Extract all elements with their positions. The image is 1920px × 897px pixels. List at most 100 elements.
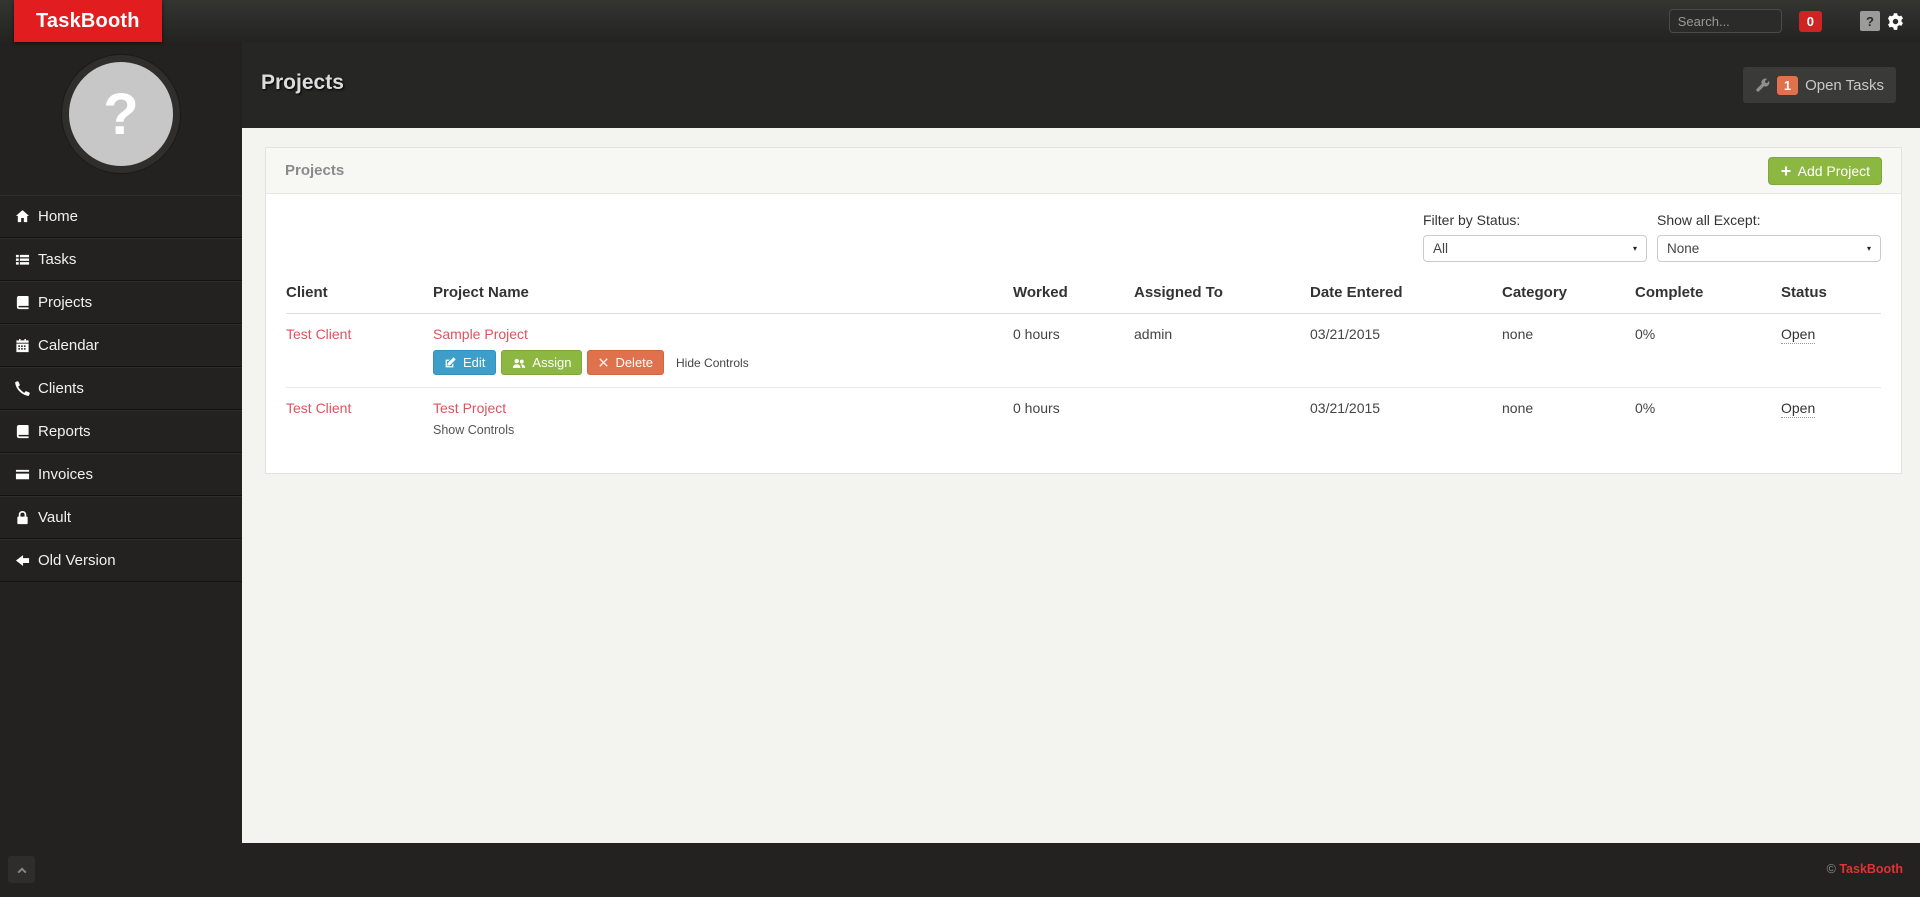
wrench-icon <box>1755 78 1770 93</box>
users-icon <box>512 356 526 370</box>
sidebar-item-clients[interactable]: Clients <box>0 367 242 410</box>
search-input[interactable] <box>1668 9 1782 33</box>
book-icon <box>15 295 30 310</box>
projects-table: Client Project Name Worked Assigned To D… <box>286 274 1881 449</box>
open-tasks-label: Open Tasks <box>1805 76 1884 94</box>
col-project-name: Project Name <box>433 284 529 301</box>
assigned-to-cell <box>1134 388 1310 450</box>
panel-title: Projects <box>285 162 345 179</box>
sidebar: ? Home Tasks Projects Calendar Clients R… <box>0 42 242 843</box>
filter-by-status-group: Filter by Status: All ▾ <box>1423 212 1647 262</box>
page-title: Projects <box>261 71 344 94</box>
pencil-square-icon <box>444 356 457 369</box>
topbar-actions: 0 ? <box>1668 0 1905 42</box>
caret-down-icon: ▾ <box>1866 244 1871 253</box>
assign-label: Assign <box>532 355 572 370</box>
page-header: Projects 1 Open Tasks <box>242 42 1920 128</box>
credit-card-icon <box>15 467 30 482</box>
sidebar-item-vault[interactable]: Vault <box>0 496 242 539</box>
main-content: Projects Add Project Filter by Status: A… <box>242 128 1920 843</box>
project-link[interactable]: Sample Project <box>433 326 528 342</box>
sidebar-item-label: Home <box>38 208 79 225</box>
worked-cell: 0 hours <box>1013 400 1060 416</box>
footer-brand-link[interactable]: TaskBooth <box>1839 862 1903 876</box>
status-filter-select[interactable]: All ▾ <box>1423 235 1647 262</box>
col-category: Category <box>1502 284 1568 301</box>
open-tasks-count-badge: 1 <box>1776 75 1799 95</box>
scroll-to-top-button[interactable] <box>8 856 35 883</box>
sidebar-item-label: Vault <box>38 509 72 526</box>
arrow-left-icon <box>15 553 30 568</box>
table-header-row: Client Project Name Worked Assigned To D… <box>286 274 1881 314</box>
project-link[interactable]: Test Project <box>433 400 507 416</box>
assign-button[interactable]: Assign <box>501 350 583 375</box>
edit-label: Edit <box>463 355 486 370</box>
client-link[interactable]: Test Client <box>286 400 352 416</box>
sidebar-item-calendar[interactable]: Calendar <box>0 324 242 367</box>
gear-icon[interactable] <box>1886 12 1905 31</box>
chevron-up-icon <box>16 864 28 876</box>
status-link[interactable]: Open <box>1781 400 1816 418</box>
top-bar: TaskBooth 0 ? <box>0 0 1920 42</box>
except-filter-select[interactable]: None ▾ <box>1657 235 1881 262</box>
client-link[interactable]: Test Client <box>286 326 352 342</box>
sidebar-item-label: Clients <box>38 380 84 397</box>
sidebar-item-invoices[interactable]: Invoices <box>0 453 242 496</box>
panel-body: Filter by Status: All ▾ Show all Except:… <box>266 212 1901 473</box>
col-assigned-to: Assigned To <box>1134 284 1223 301</box>
notification-count-badge[interactable]: 0 <box>1798 10 1822 32</box>
copyright-symbol: © <box>1826 862 1836 876</box>
delete-label: Delete <box>615 355 654 370</box>
sidebar-menu: Home Tasks Projects Calendar Clients Rep… <box>0 195 242 582</box>
show-all-except-group: Show all Except: None ▾ <box>1657 212 1881 262</box>
sidebar-item-label: Projects <box>38 294 93 311</box>
calendar-icon <box>15 338 30 353</box>
app-logo[interactable]: TaskBooth <box>14 0 162 42</box>
help-icon[interactable]: ? <box>1860 11 1880 31</box>
assigned-to-cell: admin <box>1134 326 1173 342</box>
category-cell: none <box>1502 400 1534 416</box>
add-project-label: Add Project <box>1797 162 1870 179</box>
status-filter-value: All <box>1433 241 1449 256</box>
row-controls: Edit Assign Delete Hide C <box>433 350 1013 375</box>
col-date-entered: Date Entered <box>1310 284 1403 301</box>
status-link[interactable]: Open <box>1781 326 1816 344</box>
sidebar-item-label: Reports <box>38 423 91 440</box>
add-project-button[interactable]: Add Project <box>1767 156 1882 185</box>
sidebar-item-home[interactable]: Home <box>0 195 242 238</box>
complete-cell: 0% <box>1635 400 1656 416</box>
sidebar-item-label: Old Version <box>38 552 116 569</box>
home-icon <box>15 209 30 224</box>
open-tasks-button[interactable]: 1 Open Tasks <box>1742 67 1896 103</box>
sidebar-item-old-version[interactable]: Old Version <box>0 539 242 582</box>
plus-icon <box>1780 165 1792 177</box>
category-cell: none <box>1502 326 1534 342</box>
date-entered-cell: 03/21/2015 <box>1310 326 1381 342</box>
sidebar-item-projects[interactable]: Projects <box>0 281 242 324</box>
worked-cell: 0 hours <box>1013 326 1060 342</box>
hide-controls-link[interactable]: Hide Controls <box>676 355 749 370</box>
footer-copyright: © TaskBooth <box>1827 862 1903 876</box>
panel-header: Projects Add Project <box>266 148 1901 194</box>
projects-panel: Projects Add Project Filter by Status: A… <box>265 147 1902 474</box>
avatar[interactable]: ? <box>62 55 180 173</box>
phone-icon <box>15 381 30 396</box>
edit-button[interactable]: Edit <box>433 350 497 375</box>
show-controls-link[interactable]: Show Controls <box>433 423 515 437</box>
except-filter-value: None <box>1667 241 1700 256</box>
caret-down-icon: ▾ <box>1632 244 1637 253</box>
col-status: Status <box>1781 284 1827 301</box>
date-entered-cell: 03/21/2015 <box>1310 400 1381 416</box>
sidebar-item-label: Calendar <box>38 337 99 354</box>
delete-button[interactable]: Delete <box>587 350 665 375</box>
sidebar-item-tasks[interactable]: Tasks <box>0 238 242 281</box>
table-row: Test Client Test Project Show Controls 0… <box>286 388 1881 450</box>
col-client: Client <box>286 284 328 301</box>
tasks-icon <box>15 252 30 267</box>
filters-row: Filter by Status: All ▾ Show all Except:… <box>286 212 1881 262</box>
show-all-except-label: Show all Except: <box>1657 212 1761 228</box>
lock-icon <box>15 510 30 525</box>
sidebar-item-reports[interactable]: Reports <box>0 410 242 453</box>
book-icon <box>15 424 30 439</box>
filter-by-status-label: Filter by Status: <box>1423 212 1521 228</box>
